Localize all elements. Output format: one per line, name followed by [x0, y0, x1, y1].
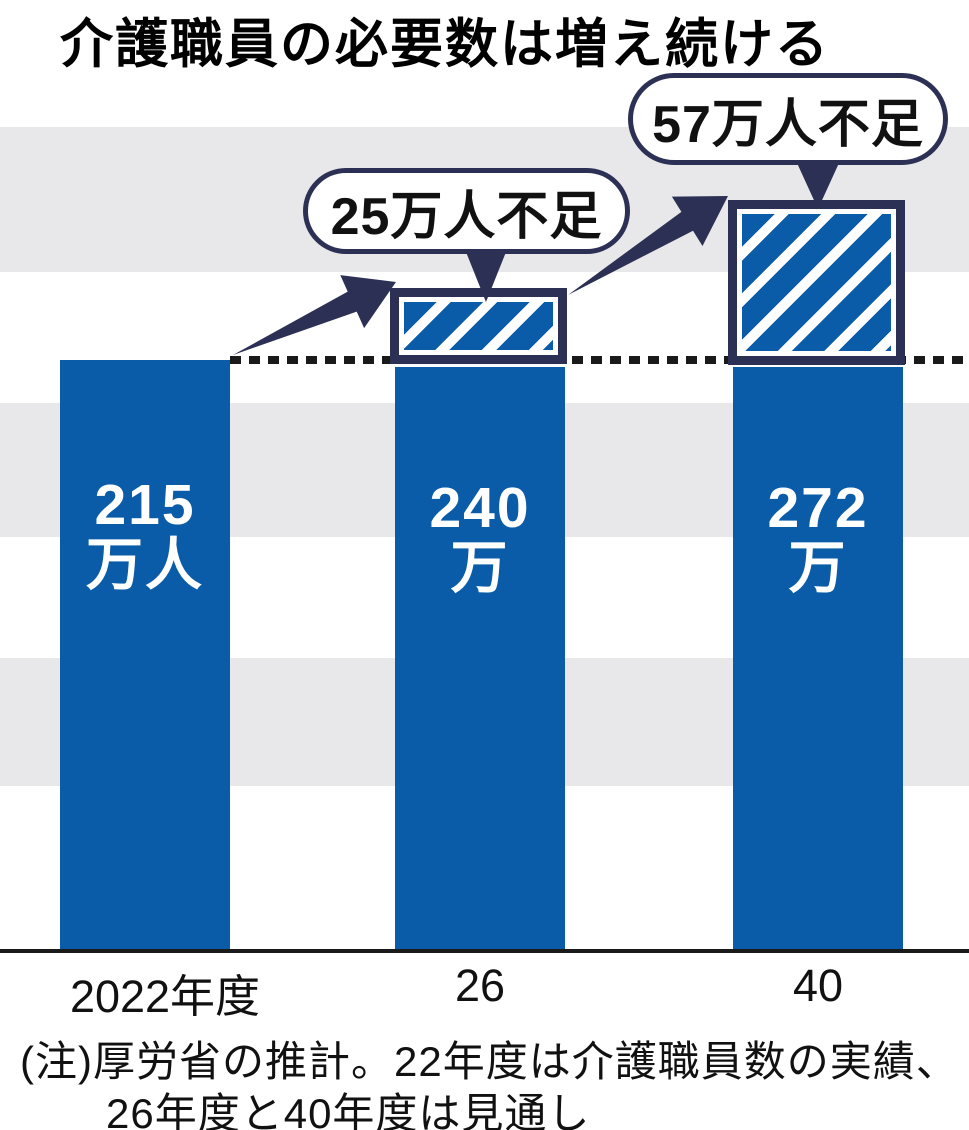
- bar-value-label: 240 万: [429, 476, 531, 600]
- shortage-box-2026: [390, 288, 567, 364]
- chart-title: 介護職員の必要数は増え続ける: [60, 15, 830, 74]
- bar-2040: 272 万: [733, 367, 903, 950]
- bar-2022: 215 万人: [60, 360, 230, 950]
- axis-label-2040: 40: [792, 960, 844, 1011]
- arrow-up-icon: [233, 275, 396, 355]
- axis-label-2022: 2022年度: [69, 971, 261, 1022]
- callout-shortage-2026: 25万人不足: [303, 168, 630, 254]
- hatch-pattern: [404, 302, 553, 350]
- source-note-line2: 26年度と40年度は見通し: [106, 1090, 591, 1130]
- axis-label-2026: 26: [454, 960, 506, 1011]
- baseline-dotted-line: [230, 356, 969, 364]
- bar-value-label: 272 万: [767, 476, 869, 600]
- bar-value-label: 215 万人: [86, 473, 204, 597]
- hatch-pattern: [742, 214, 891, 351]
- shortage-box-2040: [728, 200, 905, 365]
- source-note-line1: (注)厚労省の推計。22年度は介護職員数の実績、: [20, 1038, 959, 1085]
- x-axis-line: [0, 949, 969, 953]
- callout-shortage-2040: 57万人不足: [628, 73, 948, 165]
- bar-2026: 240 万: [395, 367, 565, 950]
